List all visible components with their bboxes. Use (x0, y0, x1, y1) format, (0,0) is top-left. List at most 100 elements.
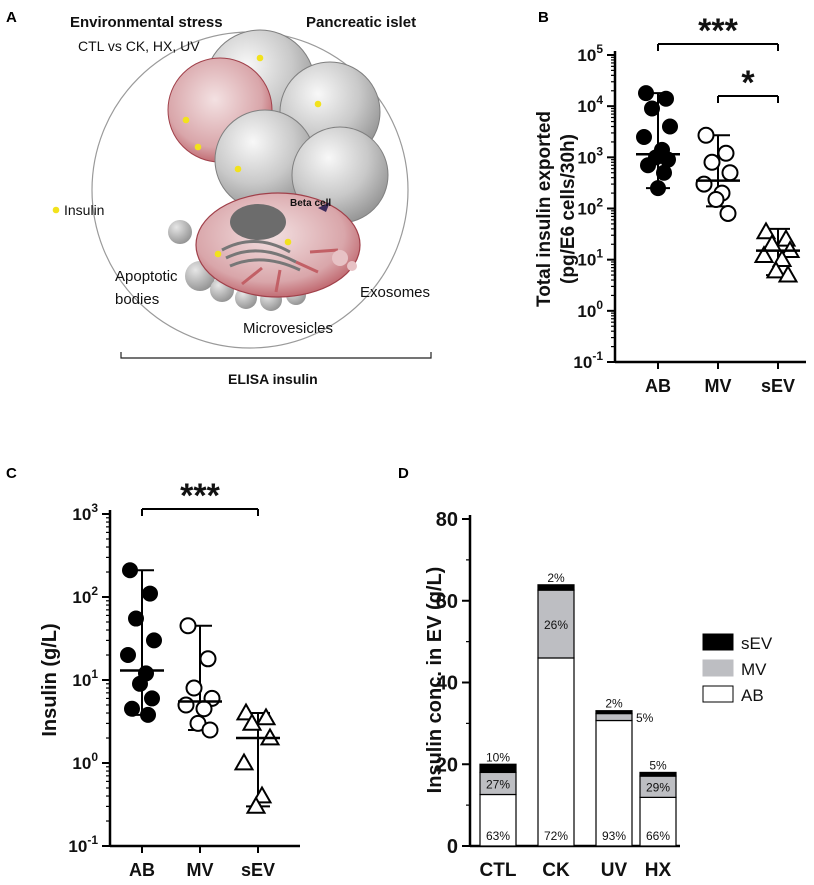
insulin-dot (182, 116, 190, 124)
insulin-legend-dot (52, 206, 60, 214)
percent-label-ab: 63% (486, 829, 510, 843)
y-tick-label-base: 10 (577, 148, 596, 167)
data-point (662, 118, 678, 135)
x-tick-label: sEV (761, 376, 795, 396)
data-point (644, 100, 660, 117)
x-tick-label: MV (705, 376, 732, 396)
x-tick-label: sEV (241, 860, 275, 880)
y-tick-label-base: 10 (72, 671, 91, 690)
data-point (755, 221, 777, 240)
microvesicles-label: Microvesicles (243, 320, 333, 337)
y-tick-label-exp: 0 (596, 298, 603, 312)
y-tick-label: 102 (72, 584, 98, 607)
y-tick-label-base: 10 (68, 837, 87, 856)
y-tick-label-exp: 2 (596, 196, 603, 210)
beta-cell-pointer (318, 202, 330, 212)
panel-d: D 0 20 40 60 80 Insulin conc. in EV (g/L) CTL 6… (398, 465, 773, 881)
insulin-label: Insulin (64, 202, 104, 218)
y-tick-label-exp: 5 (596, 42, 603, 56)
data-point (185, 679, 203, 697)
y-axis-title: Insulin conc. in EV (g/L) (424, 567, 446, 794)
stress-conditions: CTL vs CK, HX, UV (78, 38, 200, 54)
bar-segment-ab (537, 657, 575, 847)
data-point (753, 245, 775, 263)
data-point (703, 153, 721, 171)
percent-label-ab: 93% (602, 829, 626, 843)
y-tick-label-exp: -1 (592, 349, 603, 363)
data-point (124, 700, 140, 717)
data-point (717, 144, 735, 162)
percent-label-mv: 5% (636, 711, 654, 725)
x-tick-label: UV (601, 860, 628, 881)
elisa-label: ELISA insulin (228, 371, 318, 387)
y-axis-title-line2: (pg/E6 cells/30h) (558, 134, 579, 284)
golgi (221, 240, 301, 272)
significance-label: *** (698, 12, 738, 50)
nucleus (230, 204, 286, 240)
data-point (144, 690, 160, 707)
data-point (650, 180, 666, 197)
beta-cell-label: Beta cell (290, 198, 331, 209)
y-tick-label: 60 (436, 591, 458, 613)
percent-label-sev: 2% (547, 571, 565, 585)
percent-label-mv: 29% (646, 781, 670, 795)
data-point (255, 707, 277, 726)
exosome (347, 261, 357, 271)
data-point (658, 90, 674, 107)
data-point (656, 164, 672, 181)
legend-swatch (702, 633, 734, 651)
data-point (201, 721, 219, 739)
data-point (771, 249, 793, 268)
x-tick-label: MV (187, 860, 214, 880)
y-tick-label-exp: -1 (87, 833, 98, 847)
y-tick-label-exp: 3 (91, 501, 98, 515)
insulin-dot (194, 143, 202, 151)
islet-label: Pancreatic islet (306, 14, 416, 31)
data-point (241, 712, 263, 731)
y-tick-label-base: 10 (72, 588, 91, 607)
y-tick-label: 104 (577, 93, 603, 116)
y-tick-label-base: 10 (72, 754, 91, 773)
x-tick-label: CTL (480, 860, 517, 881)
percent-label-mv: 27% (486, 777, 510, 791)
insulin-granules (52, 54, 322, 258)
y-tick-label-base: 10 (577, 97, 596, 116)
data-point (128, 610, 144, 627)
data-point (251, 785, 273, 804)
y-tick-label-exp: 1 (596, 247, 603, 261)
y-tick-label: 101 (72, 667, 98, 690)
panel-a: A Environ (6, 9, 432, 387)
significance-label: *** (180, 477, 220, 515)
data-point (719, 204, 737, 222)
y-tick-label: 103 (72, 501, 98, 524)
percent-label-ab: 66% (646, 829, 670, 843)
apoptotic-label-line1: Apoptotic (115, 268, 178, 285)
data-point (177, 696, 195, 714)
data-point (638, 85, 654, 102)
data-point (707, 190, 725, 208)
insulin-dot (214, 250, 222, 258)
panel-label-b: B (538, 9, 549, 26)
legend-swatch (702, 659, 734, 677)
y-tick-label: 10-1 (68, 833, 98, 856)
data-point (235, 702, 257, 721)
data-point (199, 650, 217, 668)
data-point (120, 647, 136, 664)
data-point (640, 157, 656, 174)
y-tick-label-exp: 4 (596, 93, 603, 107)
data-point (697, 126, 715, 144)
bar-segment-ab (639, 796, 677, 847)
y-tick-label: 101 (577, 247, 603, 270)
y-tick-label: 10-1 (573, 349, 603, 372)
y-tick-label: 105 (577, 42, 603, 65)
data-point (695, 175, 713, 193)
panel-label-a: A (6, 9, 17, 26)
x-tick-label: CK (542, 860, 570, 881)
y-tick-label-base: 10 (72, 505, 91, 524)
y-tick-label: 100 (72, 750, 98, 773)
legend-label: sEV (741, 634, 773, 653)
legend-label: MV (741, 660, 767, 679)
panel-label-c: C (6, 465, 17, 482)
